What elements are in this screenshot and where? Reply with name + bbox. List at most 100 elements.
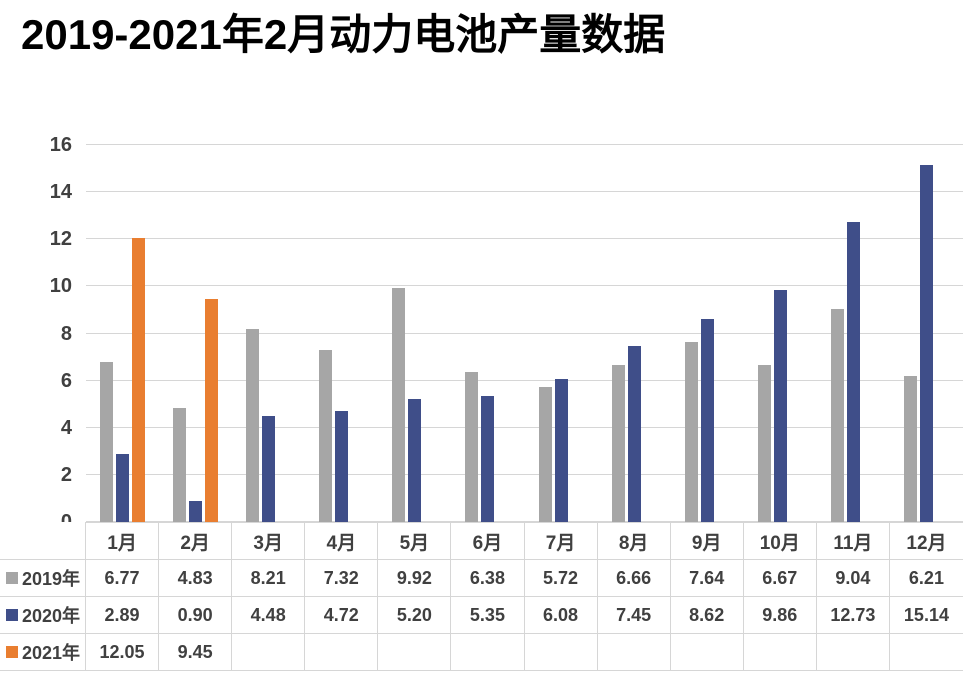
y-axis: 0246810121416 bbox=[0, 135, 72, 532]
series-legend-cell: 2021年 bbox=[0, 634, 86, 671]
y-tick-label: 10 bbox=[49, 275, 72, 298]
month-header-cell: 2月 bbox=[159, 522, 233, 560]
gridline bbox=[86, 144, 963, 145]
legend-swatch bbox=[6, 572, 18, 584]
bar-2020 bbox=[700, 318, 714, 522]
month-header-cell: 12月 bbox=[889, 522, 963, 560]
bar-2019 bbox=[173, 408, 187, 522]
plot-area bbox=[86, 144, 963, 522]
value-cell bbox=[816, 634, 890, 671]
y-tick-label: 2 bbox=[60, 463, 72, 486]
value-cell: 9.04 bbox=[816, 560, 890, 597]
value-cell: 12.73 bbox=[816, 597, 890, 634]
bar-2019 bbox=[903, 375, 917, 522]
bar-2019 bbox=[465, 371, 479, 522]
bar-2020 bbox=[773, 289, 787, 522]
value-cell bbox=[232, 634, 306, 671]
value-cell: 0.90 bbox=[159, 597, 233, 634]
month-header-cell: 3月 bbox=[232, 522, 306, 560]
value-cell: 5.20 bbox=[378, 597, 452, 634]
y-tick-label: 14 bbox=[49, 181, 72, 204]
bar-2020 bbox=[116, 453, 130, 522]
month-column bbox=[378, 145, 451, 522]
series-legend-cell: 2019年 bbox=[0, 560, 86, 597]
gridline bbox=[86, 426, 963, 428]
month-header-cell: 11月 bbox=[816, 522, 890, 560]
month-header-cell: 6月 bbox=[451, 522, 525, 560]
month-column bbox=[744, 145, 817, 522]
bar-2021 bbox=[205, 299, 219, 522]
table-corner-cell bbox=[0, 522, 86, 560]
month-column bbox=[890, 145, 963, 522]
value-cell: 7.32 bbox=[305, 560, 379, 597]
legend-swatch bbox=[6, 609, 18, 621]
value-cell: 4.83 bbox=[159, 560, 233, 597]
gridline bbox=[86, 191, 963, 193]
bar-2019 bbox=[319, 349, 333, 522]
value-cell bbox=[597, 634, 671, 671]
series-name-label: 2019年 bbox=[22, 569, 81, 589]
value-cell: 6.66 bbox=[597, 560, 671, 597]
value-cell: 12.05 bbox=[86, 634, 160, 671]
bar-series-area bbox=[86, 145, 963, 522]
value-cell: 8.21 bbox=[232, 560, 306, 597]
value-cell: 5.72 bbox=[524, 560, 598, 597]
value-cell: 7.45 bbox=[597, 597, 671, 634]
bar-2019 bbox=[100, 362, 114, 522]
month-header-cell: 10月 bbox=[743, 522, 817, 560]
chart-title: 2019-2021年2月动力电池产量数据 bbox=[21, 11, 666, 58]
y-tick-label: 6 bbox=[60, 369, 72, 392]
month-column bbox=[305, 145, 378, 522]
month-column bbox=[598, 145, 671, 522]
bar-2019 bbox=[611, 365, 625, 522]
month-header-cell: 1月 bbox=[86, 522, 160, 560]
bar-2020 bbox=[262, 416, 276, 522]
series-name-label: 2021年 bbox=[22, 643, 81, 663]
month-column bbox=[817, 145, 890, 522]
value-cell bbox=[378, 634, 452, 671]
value-cell bbox=[670, 634, 744, 671]
value-cell: 4.72 bbox=[305, 597, 379, 634]
value-cell: 6.77 bbox=[86, 560, 160, 597]
bar-2020 bbox=[408, 399, 422, 522]
bar-2020 bbox=[846, 222, 860, 522]
value-cell: 5.35 bbox=[451, 597, 525, 634]
value-cell bbox=[889, 634, 963, 671]
value-cell: 2.89 bbox=[86, 597, 160, 634]
data-table: 1月 2月 3月 4月 5月 6月 7月 8月 9月 10月 11月 12月 2019年 6.77 4.83… bbox=[0, 522, 963, 671]
y-tick-label: 16 bbox=[49, 134, 72, 156]
value-cell: 6.38 bbox=[451, 560, 525, 597]
month-column bbox=[232, 145, 305, 522]
bar-2020 bbox=[627, 346, 641, 522]
value-cell bbox=[743, 634, 817, 671]
bar-2020 bbox=[481, 395, 495, 522]
bar-2019 bbox=[392, 288, 406, 522]
bar-2020 bbox=[189, 500, 203, 522]
gridline bbox=[86, 473, 963, 475]
month-column bbox=[451, 145, 524, 522]
month-column bbox=[86, 145, 159, 522]
bar-2020 bbox=[919, 165, 933, 522]
value-cell bbox=[451, 634, 525, 671]
value-cell: 6.21 bbox=[889, 560, 963, 597]
value-cell: 4.48 bbox=[232, 597, 306, 634]
value-cell bbox=[305, 634, 379, 671]
gridline bbox=[86, 379, 963, 381]
gridline bbox=[86, 332, 963, 334]
bar-2019 bbox=[830, 309, 844, 522]
bar-2020 bbox=[554, 378, 568, 522]
value-cell: 9.86 bbox=[743, 597, 817, 634]
y-tick-label: 4 bbox=[60, 416, 72, 439]
month-header-cell: 8月 bbox=[597, 522, 671, 560]
bar-2019 bbox=[246, 328, 260, 522]
bar-2019 bbox=[538, 387, 552, 522]
bar-2021 bbox=[132, 238, 146, 522]
value-cell: 15.14 bbox=[889, 597, 963, 634]
month-column bbox=[524, 145, 597, 522]
series-name-label: 2020年 bbox=[22, 606, 81, 626]
y-tick-label: 12 bbox=[49, 228, 72, 251]
gridline bbox=[86, 238, 963, 240]
month-column bbox=[671, 145, 744, 522]
month-header-cell: 4月 bbox=[305, 522, 379, 560]
